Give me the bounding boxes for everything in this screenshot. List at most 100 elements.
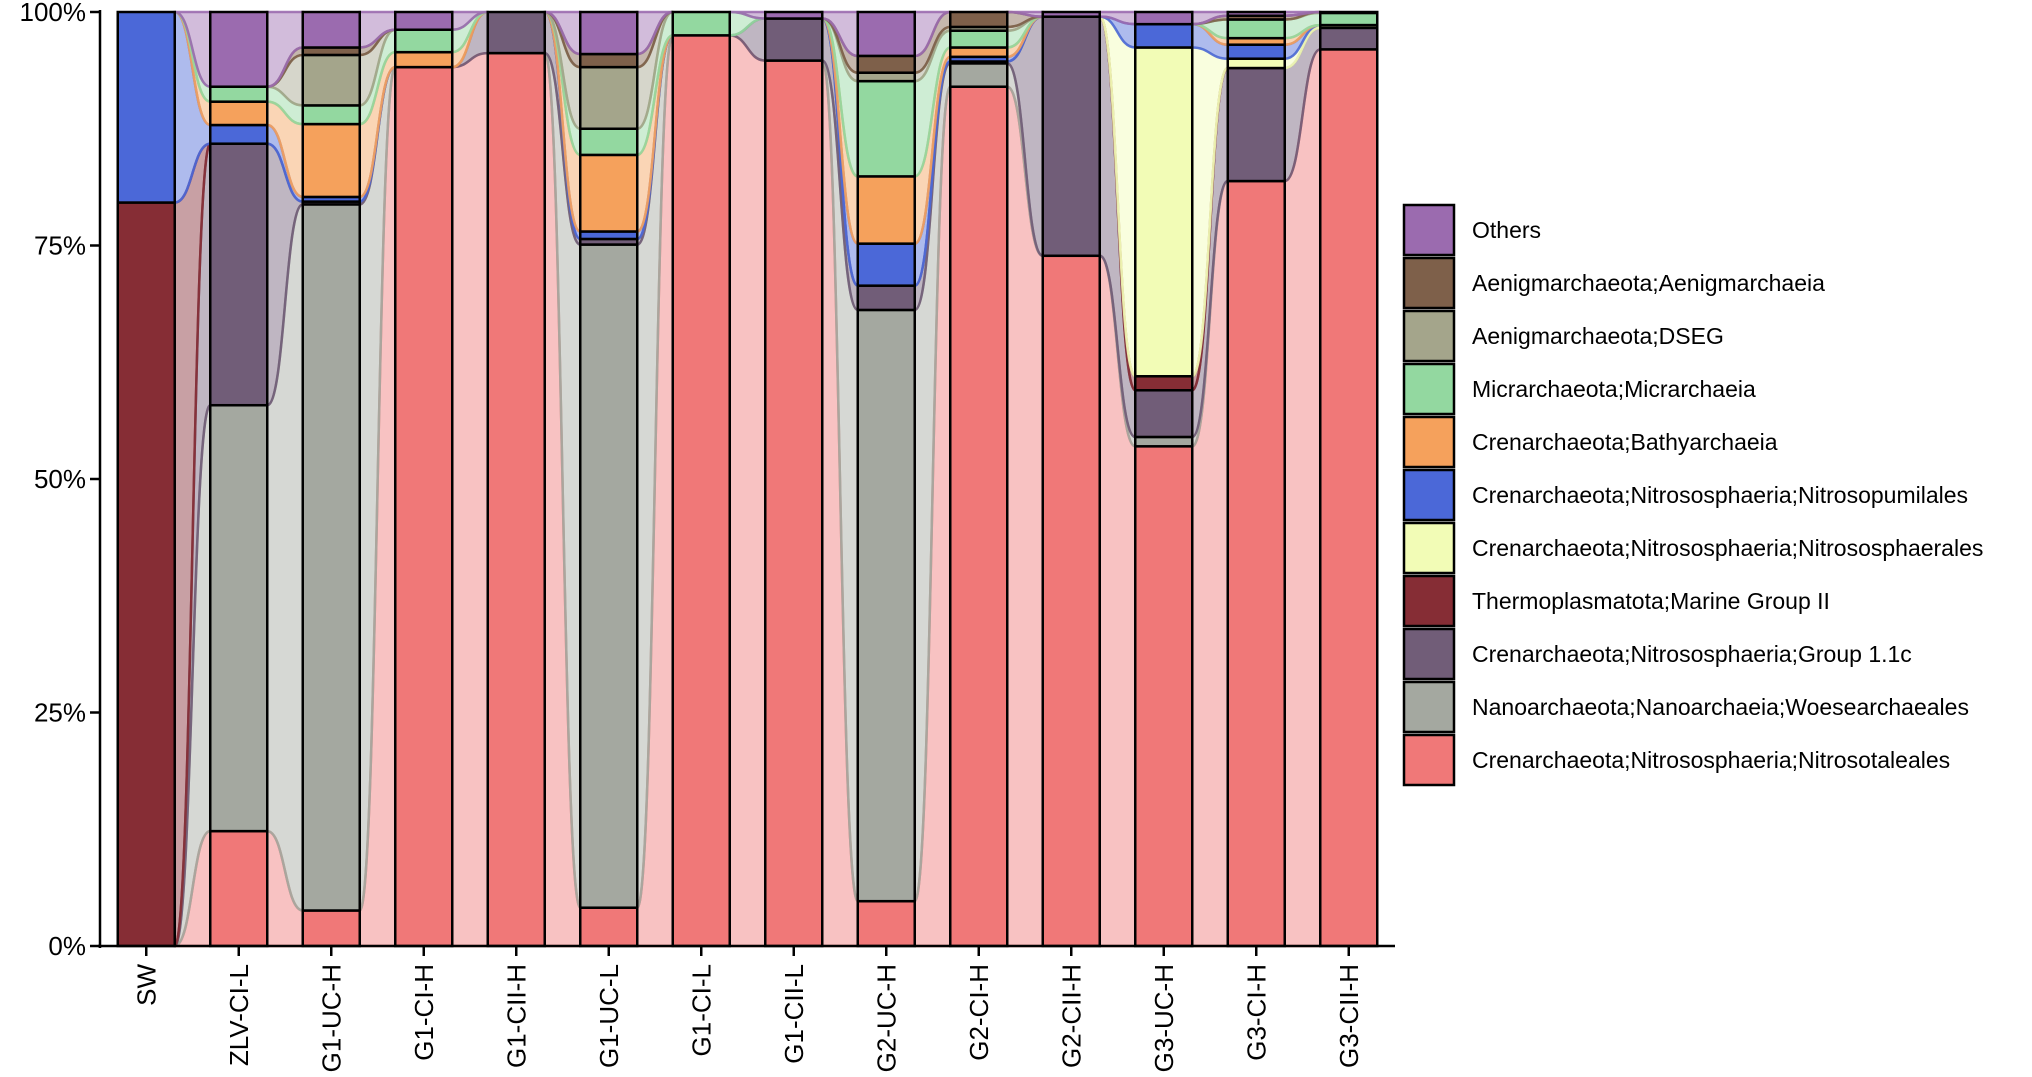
bar-g2-uc-h-crenarchaeota-bathyarchaeia xyxy=(856,175,916,245)
bar-g1-uc-h-crenarchaeota-bathyarchaeia xyxy=(301,122,361,199)
bar-g2-ci-h-micrarchaeota-micrarchaeia xyxy=(949,29,1009,49)
legend-swatch-others xyxy=(1402,203,1456,257)
y-tick-label-75: 75% xyxy=(34,231,86,261)
bar-g1-ci-h-crenarchaeota-bathyarchaeia xyxy=(394,50,454,69)
bar-g3-uc-h-crenarchaeota-nitrososphaeria-group-1-1c xyxy=(1134,389,1194,439)
bar-g3-ci-h-others xyxy=(1226,10,1286,17)
bar-g3-uc-h-crenarchaeota-nitrososphaeria-nitrososphaerales xyxy=(1134,46,1194,378)
bar-zlv-ci-l-others xyxy=(209,10,269,88)
x-tick-label-g1-uc-h: G1-UC-H xyxy=(316,964,346,1072)
legend-swatch-crenarchaeota-bathyarchaeia xyxy=(1402,415,1456,469)
bar-g2-cii-h-others xyxy=(1041,10,1101,18)
bar-g1-ci-h-crenarchaeota-nitrososphaeria-nitrosotaleales xyxy=(394,65,454,948)
x-tick-label-g3-ci-h: G3-CI-H xyxy=(1241,964,1271,1061)
bar-g1-uc-l-crenarchaeota-nitrososphaeria-nitrosotaleales xyxy=(579,906,639,948)
bar-g3-ci-h-crenarchaeota-nitrososphaeria-nitrososphaerales xyxy=(1226,57,1286,70)
y-tick-label-50: 50% xyxy=(34,464,86,494)
x-tick-label-sw: SW xyxy=(131,964,161,1006)
bar-g1-ci-h-others xyxy=(394,10,454,31)
bar-zlv-ci-l-crenarchaeota-nitrososphaeria-nitrosopumilales xyxy=(209,123,269,145)
x-tick-label-g2-ci-h: G2-CI-H xyxy=(964,964,994,1061)
legend-swatch-crenarchaeota-nitrososphaeria-nitrosopumilales xyxy=(1402,468,1456,522)
legend-swatch-thermoplasmatota-marine-group-ii xyxy=(1402,574,1456,628)
legend-swatch-aenigmarchaeota-aenigmarchaeia xyxy=(1402,256,1456,310)
x-tick-label-g1-ci-h: G1-CI-H xyxy=(409,964,439,1061)
legend: Others Aenigmarchaeota;Aenigmarchaeia Aeni… xyxy=(1402,203,1983,787)
legend-label-thermoplasmatota-marine-group-ii: Thermoplasmatota;Marine Group II xyxy=(1472,588,1830,614)
legend-label-crenarchaeota-nitrososphaeria-group-1-1c: Crenarchaeota;Nitrososphaeria;Group 1.1c xyxy=(1472,641,1912,667)
bar-g3-ci-h-crenarchaeota-nitrososphaeria-group-1-1c xyxy=(1226,66,1286,183)
bar-g2-cii-h-crenarchaeota-nitrososphaeria-nitrosotaleales xyxy=(1041,254,1101,948)
bar-g2-ci-h-crenarchaeota-bathyarchaeia xyxy=(949,46,1009,59)
bar-zlv-ci-l-crenarchaeota-bathyarchaeia xyxy=(209,100,269,127)
bar-g3-cii-h-aenigmarchaeota-dseg xyxy=(1319,10,1379,15)
bar-g3-cii-h-crenarchaeota-nitrososphaeria-nitrosotaleales xyxy=(1319,48,1379,948)
bar-g1-cii-h-crenarchaeota-nitrososphaeria-group-1-1c xyxy=(486,10,546,55)
bar-g1-uc-l-aenigmarchaeota-dseg xyxy=(579,65,639,131)
bar-g1-ci-h-micrarchaeota-micrarchaeia xyxy=(394,28,454,54)
axes: 0% 25% 50% 75% 100% SW ZLV-CI-L G1-UC-H G1-CI-H G… xyxy=(20,0,1395,1072)
bar-g3-ci-h-crenarchaeota-nitrososphaeria-nitrosotaleales xyxy=(1226,179,1286,948)
legend-label-crenarchaeota-nitrososphaeria-nitrosopumilales: Crenarchaeota;Nitrososphaeria;Nitrosopum… xyxy=(1472,482,1968,508)
bar-g1-cii-l-others xyxy=(764,10,824,20)
bar-g1-uc-h-micrarchaeota-micrarchaeia xyxy=(301,104,361,126)
bar-g2-uc-h-others xyxy=(856,10,916,58)
band-crenarchaeota-nitrososphaeria-nitrosotaleales-3 xyxy=(451,51,489,948)
y-tick-label-25: 25% xyxy=(34,698,86,728)
bar-g1-cii-l-crenarchaeota-nitrososphaeria-group-1-1c xyxy=(764,17,824,62)
legend-label-crenarchaeota-nitrososphaeria-nitrosotaleales: Crenarchaeota;Nitrososphaeria;Nitrosotal… xyxy=(1472,747,1950,773)
bar-g3-cii-h-crenarchaeota-nitrososphaeria-group-1-1c xyxy=(1319,26,1379,51)
x-tick-label-g1-cii-l: G1-CII-L xyxy=(779,964,809,1064)
bar-g1-uc-l-crenarchaeota-bathyarchaeia xyxy=(579,153,639,233)
x-tick-label-g3-cii-h: G3-CII-H xyxy=(1334,964,1364,1068)
bar-g2-cii-h-crenarchaeota-nitrososphaeria-group-1-1c xyxy=(1041,15,1101,258)
legend-label-crenarchaeota-nitrososphaeria-nitrososphaerales: Crenarchaeota;Nitrososphaeria;Nitrososph… xyxy=(1472,535,1983,561)
bar-g1-uc-l-nanoarchaeota-nanoarchaeia-woesearchaeales xyxy=(579,243,639,909)
bar-zlv-ci-l-crenarchaeota-nitrososphaeria-group-1-1c xyxy=(209,142,269,407)
band-crenarchaeota-nitrososphaeria-nitrosotaleales-12 xyxy=(1283,48,1322,948)
bar-g3-ci-h-micrarchaeota-micrarchaeia xyxy=(1226,18,1286,40)
legend-swatch-crenarchaeota-nitrososphaeria-group-1-1c xyxy=(1402,627,1456,681)
y-tick-label-0: 0% xyxy=(48,931,86,961)
bar-g1-uc-h-others xyxy=(301,10,361,49)
legend-swatch-aenigmarchaeota-dseg xyxy=(1402,309,1456,363)
x-tick-label-g3-uc-h: G3-UC-H xyxy=(1149,964,1179,1072)
bar-g1-uc-h-nanoarchaeota-nanoarchaeia-woesearchaeales xyxy=(301,203,361,912)
bar-g1-cii-h-crenarchaeota-nitrososphaeria-nitrosotaleales xyxy=(486,51,546,948)
bar-zlv-ci-l-nanoarchaeota-nanoarchaeia-woesearchaeales xyxy=(209,403,269,833)
legend-label-nanoarchaeota-nanoarchaeia-woesearchaeales: Nanoarchaeota;Nanoarchaeia;Woesearchaeal… xyxy=(1472,694,1969,720)
bar-g1-ci-l-crenarchaeota-nitrososphaeria-nitrosotaleales xyxy=(671,34,731,948)
bar-g1-uc-l-micrarchaeota-micrarchaeia xyxy=(579,127,639,157)
bar-zlv-ci-l-micrarchaeota-micrarchaeia xyxy=(209,85,269,103)
bar-g3-ci-h-crenarchaeota-nitrososphaeria-nitrosopumilales xyxy=(1226,43,1286,60)
bar-sw-crenarchaeota-nitrososphaeria-nitrosopumilales xyxy=(116,10,176,204)
x-tick-label-g1-uc-l: G1-UC-L xyxy=(594,964,624,1068)
legend-swatch-micrarchaeota-micrarchaeia xyxy=(1402,362,1456,416)
legend-swatch-crenarchaeota-nitrososphaeria-nitrosotaleales xyxy=(1402,733,1456,787)
bar-g1-ci-l-micrarchaeota-micrarchaeia xyxy=(671,10,731,37)
y-tick-label-100: 100% xyxy=(20,0,87,27)
x-tick-label-zlv-ci-l: ZLV-CI-L xyxy=(224,964,254,1066)
bar-g3-cii-h-micrarchaeota-micrarchaeia xyxy=(1319,11,1379,27)
bar-g3-uc-h-thermoplasmatota-marine-group-ii xyxy=(1134,375,1194,392)
bar-g2-uc-h-crenarchaeota-nitrososphaeria-nitrosotaleales xyxy=(856,899,916,948)
bar-zlv-ci-l-crenarchaeota-nitrososphaeria-nitrosotaleales xyxy=(209,829,269,948)
bar-g3-uc-h-nanoarchaeota-nanoarchaeia-woesearchaeales xyxy=(1134,435,1194,448)
bar-g2-uc-h-crenarchaeota-nitrososphaeria-nitrosopumilales xyxy=(856,242,916,287)
bar-g2-ci-h-crenarchaeota-nitrososphaeria-nitrosotaleales xyxy=(949,85,1009,948)
bar-g2-uc-h-nanoarchaeota-nanoarchaeia-woesearchaeales xyxy=(856,308,916,903)
legend-swatch-nanoarchaeota-nanoarchaeia-woesearchaeales xyxy=(1402,680,1456,734)
bar-g1-uc-h-crenarchaeota-nitrososphaeria-nitrosotaleales xyxy=(301,909,361,948)
x-tick-label-g2-cii-h: G2-CII-H xyxy=(1056,964,1086,1068)
bar-g2-uc-h-micrarchaeota-micrarchaeia xyxy=(856,79,916,178)
bar-g2-uc-h-crenarchaeota-nitrososphaeria-group-1-1c xyxy=(856,284,916,312)
bar-g2-uc-h-aenigmarchaeota-dseg xyxy=(856,71,916,83)
bar-g2-uc-h-aenigmarchaeota-aenigmarchaeia xyxy=(856,54,916,74)
bar-g1-uc-h-aenigmarchaeota-dseg xyxy=(301,53,361,107)
alluvial-bands xyxy=(173,10,1322,948)
band-crenarchaeota-nitrososphaeria-nitrosotaleales-6 xyxy=(728,34,767,948)
legend-label-aenigmarchaeota-aenigmarchaeia: Aenigmarchaeota;Aenigmarchaeia xyxy=(1472,270,1825,296)
bar-g2-ci-h-nanoarchaeota-nanoarchaeia-woesearchaeales xyxy=(949,62,1009,88)
bar-g3-uc-h-crenarchaeota-nitrososphaeria-nitrosotaleales xyxy=(1134,445,1194,948)
x-tick-label-g2-uc-h: G2-UC-H xyxy=(871,964,901,1072)
